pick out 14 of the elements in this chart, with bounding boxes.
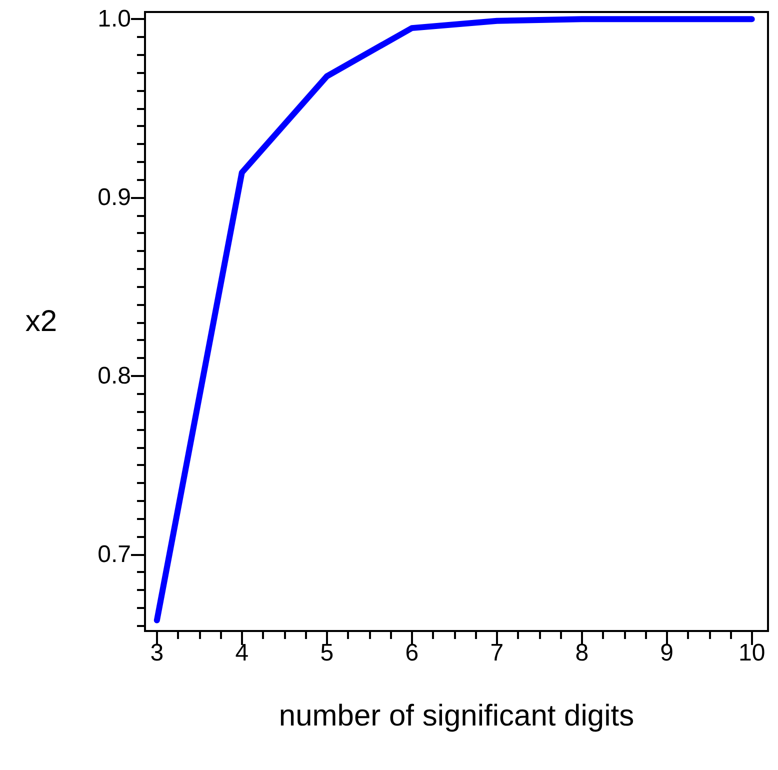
x-tick-label: 10 — [738, 640, 766, 666]
x-tick-label: 8 — [575, 640, 589, 666]
y-tick-label: 0.8 — [98, 362, 131, 390]
y-tick-label: 1.0 — [98, 6, 131, 33]
y-axis-title: x2 — [25, 305, 57, 338]
y-tick-label: 0.7 — [98, 540, 131, 568]
x-axis-title: number of significant digits — [278, 700, 634, 732]
x-tick-label: 4 — [235, 640, 249, 666]
x-tick-label: 7 — [490, 640, 504, 666]
y-tick-label: 0.9 — [98, 184, 131, 212]
x-tick-label: 5 — [320, 640, 334, 666]
x-tick-label: 6 — [405, 640, 419, 666]
x-tick-label: 9 — [660, 640, 674, 666]
x-tick-label: 3 — [150, 640, 164, 666]
